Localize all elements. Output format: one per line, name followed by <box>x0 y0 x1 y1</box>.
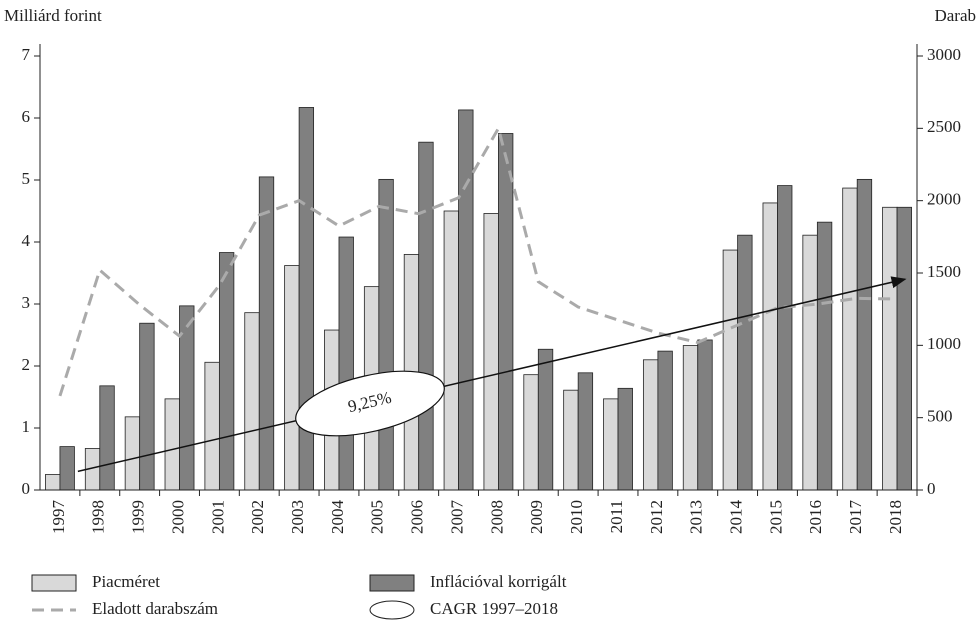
y-axis-label: Milliárd forint <box>4 6 102 25</box>
legend-label: Eladott darabszám <box>92 599 218 618</box>
cagr-arrow <box>77 276 907 473</box>
bar <box>139 322 155 491</box>
bar <box>737 234 753 491</box>
bar <box>842 187 858 491</box>
bar <box>244 312 260 491</box>
x-tick-label: 2018 <box>886 500 905 534</box>
x-tick-label: 2001 <box>208 500 227 534</box>
legend-swatch <box>369 574 415 592</box>
y2-tick-label: 0 <box>927 479 936 498</box>
bar <box>218 252 235 491</box>
bar <box>523 374 539 491</box>
legend-label: Piacméret <box>92 572 160 591</box>
bar <box>284 265 300 491</box>
y-tick-label: 2 <box>22 355 31 374</box>
bar <box>483 213 499 491</box>
bar <box>45 474 61 491</box>
legend-label: Inflációval korrigált <box>430 572 567 591</box>
legend-swatch <box>369 600 415 620</box>
x-tick-label: 2017 <box>846 500 865 535</box>
bar <box>537 348 554 491</box>
cagr-oval <box>295 370 445 437</box>
y2-tick-label: 3000 <box>927 45 961 64</box>
x-tick-label: 1999 <box>129 500 148 534</box>
bar <box>697 339 713 491</box>
y2-tick-label: 2500 <box>927 117 961 136</box>
bar <box>458 109 474 491</box>
bar <box>577 372 594 491</box>
y-tick-label: 7 <box>22 45 31 64</box>
y2-axis-label: Darab <box>934 6 976 25</box>
y-tick-label: 4 <box>22 231 31 250</box>
bar <box>204 361 220 491</box>
bar <box>99 385 115 491</box>
x-tick-label: 2015 <box>766 500 785 534</box>
y2-tick-label: 1000 <box>927 334 961 353</box>
x-tick-label: 2013 <box>687 500 706 534</box>
bar <box>378 178 394 491</box>
y2-tick-label: 2000 <box>927 190 961 209</box>
x-tick-label: 2004 <box>328 500 347 535</box>
bar <box>603 398 619 491</box>
bar <box>338 236 354 491</box>
bar <box>443 210 459 491</box>
x-tick-label: 2007 <box>447 500 466 535</box>
bar <box>722 249 739 491</box>
x-tick-label: 2009 <box>527 500 546 534</box>
x-tick-label: 2003 <box>288 500 307 534</box>
bar <box>762 202 778 491</box>
bar <box>882 206 898 491</box>
bar <box>617 387 633 491</box>
y-tick-label: 1 <box>22 417 31 436</box>
x-tick-label: 2000 <box>168 500 187 534</box>
bar <box>802 234 818 491</box>
x-tick-label: 2012 <box>647 500 666 534</box>
y2-tick-label: 500 <box>927 407 953 426</box>
bar <box>59 446 75 491</box>
bar <box>896 206 912 491</box>
bar <box>816 221 833 491</box>
bar <box>164 398 180 491</box>
line-series <box>58 124 898 397</box>
x-tick-label: 2010 <box>567 500 586 534</box>
bar <box>682 345 699 491</box>
bar <box>563 389 579 491</box>
y-tick-label: 3 <box>22 293 31 312</box>
bar <box>856 178 873 491</box>
y-tick-label: 0 <box>22 479 31 498</box>
bar <box>418 141 434 491</box>
x-tick-label: 2002 <box>248 500 267 534</box>
bar <box>124 416 141 491</box>
x-tick-label: 2006 <box>408 500 427 534</box>
y2-tick-label: 1500 <box>927 262 961 281</box>
bar <box>258 176 275 491</box>
legend-label: CAGR 1997–2018 <box>430 599 558 618</box>
bar <box>657 350 673 491</box>
x-tick-label: 2005 <box>368 500 387 534</box>
bar <box>642 359 659 491</box>
x-tick-label: 2011 <box>607 500 626 533</box>
x-tick-label: 1997 <box>49 500 68 535</box>
y-tick-label: 6 <box>22 107 31 126</box>
x-tick-label: 2016 <box>806 500 825 534</box>
bar <box>777 185 793 491</box>
legend-swatch <box>31 574 77 592</box>
bar <box>498 133 514 491</box>
y-tick-label: 5 <box>22 169 31 188</box>
x-tick-label: 2014 <box>727 500 746 535</box>
x-tick-label: 1998 <box>89 500 108 534</box>
x-tick-label: 2008 <box>487 500 506 534</box>
